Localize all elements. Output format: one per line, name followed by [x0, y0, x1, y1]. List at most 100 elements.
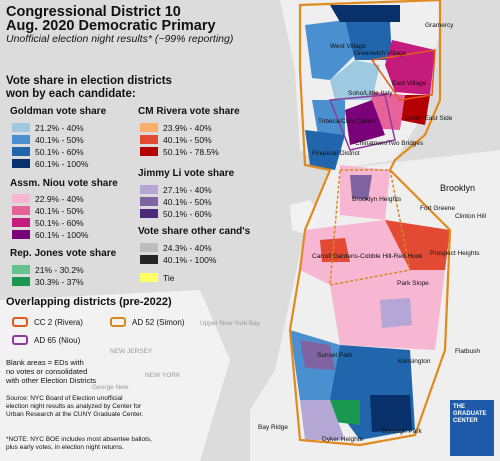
brooklyn-results [290, 165, 450, 440]
swatch [12, 135, 30, 144]
prospect-area [385, 220, 450, 270]
label-upper-ny-bay: Upper New York Bay [200, 320, 260, 327]
label-carroll: Carroll Gardens-Cobble Hill-Red Hook [312, 253, 423, 260]
carroll-red [320, 238, 350, 262]
li-legend-title: Jimmy Li vote share [138, 168, 235, 179]
rivera-legend-title: CM Rivera vote share [138, 106, 240, 117]
label-soho: Soho/Little Italy [348, 90, 393, 97]
sunset-purple [300, 340, 335, 370]
swatch [12, 230, 30, 239]
ad52-symbol [110, 317, 126, 327]
legend-heading-2: won by each candidate: [6, 88, 136, 100]
tie-legend-item: Tie [140, 272, 175, 283]
cc2-boundary [370, 49, 436, 101]
niou-legend-item: 50.1% - 60% [12, 217, 84, 228]
label-brooklyn: Brooklyn [440, 183, 476, 193]
east-village-area [385, 40, 435, 95]
swatch [12, 159, 30, 168]
goldman-legend-item: 21.2% - 40% [12, 122, 84, 133]
label-west-village: West Village [330, 43, 366, 50]
swatch [140, 273, 158, 282]
west-village-area [305, 20, 355, 80]
overlap-title: Overlapping districts (pre-2022) [6, 296, 172, 308]
goldman-legend-item: 40.1% - 50% [12, 134, 84, 145]
swatch [12, 123, 30, 132]
label-prospect: Prospect Heights [430, 250, 480, 257]
niou-legend-item: 60.1% - 100% [12, 229, 88, 240]
label-greenwich-village: Greenwich Village [354, 50, 407, 57]
label-dyker: Dyker Heights [322, 436, 363, 443]
label-bay-ridge: Bay Ridge [258, 424, 288, 431]
ad52-legend-item: AD 52 (Simon) [110, 316, 184, 328]
swatch [140, 243, 158, 252]
map-subtitle: Unofficial election night results* (~99%… [6, 33, 234, 45]
other-legend-title: Vote share other cand's [138, 226, 251, 237]
swatch [140, 123, 158, 132]
label-park-slope: Park Slope [397, 280, 429, 287]
label-flatbush: Flatbush [455, 348, 480, 355]
goldman-legend-title: Goldman vote share [10, 106, 107, 117]
jones-legend-item: 30.3% - 37% [12, 276, 84, 287]
swatch [140, 135, 158, 144]
label-financial: Financial District [312, 150, 360, 157]
li-legend-item: 40.1% - 50% [140, 196, 212, 207]
label-new-york: NEW YORK [145, 372, 181, 379]
bay-ridge-area [300, 400, 345, 440]
cc2-legend-item: CC 2 (Rivera) [12, 316, 83, 328]
footnote: *NOTE: NYC BOE includes most absentee ba… [6, 436, 152, 451]
swatch [12, 265, 30, 274]
label-kensington: Kensington [398, 358, 431, 365]
les-red-area [400, 95, 430, 125]
other-legend-item: 24.3% - 40% [140, 242, 212, 253]
soho-area [330, 60, 380, 100]
goldman-legend-item: 60.1% - 100% [12, 158, 88, 169]
chinatown-area [345, 100, 385, 145]
jones-legend-item: 21% - 30.2% [12, 264, 84, 275]
legend-heading: Vote share in election districts [6, 75, 172, 87]
ad65-boundary [328, 94, 396, 151]
swatch [140, 255, 158, 264]
swatch [140, 147, 158, 156]
financial-area [305, 130, 345, 170]
swatch [12, 147, 30, 156]
niou-legend-item: 40.1% - 50% [12, 205, 84, 216]
label-new-jersey: NEW JERSEY [110, 348, 153, 355]
swatch [12, 194, 30, 203]
label-chinatown: Chinatown/Two Bridges [355, 140, 424, 147]
map-title: Congressional District 10 [6, 4, 181, 20]
goldman-legend-item: 50.1% - 60% [12, 146, 84, 157]
swatch [140, 209, 158, 218]
niou-legend-item: 22.9% - 40% [12, 193, 84, 204]
park-slope-purple [380, 298, 412, 328]
source-note: Source: NYC Board of Election unofficial… [6, 395, 144, 418]
governors-island [290, 200, 320, 235]
swatch [12, 218, 30, 227]
tribeca-area [312, 100, 345, 135]
label-gramercy: Gramercy [425, 22, 454, 29]
label-east-village: East Village [392, 80, 427, 87]
label-sunset: Sunset Park [317, 352, 353, 359]
ad52-boundary [329, 169, 411, 286]
cd10-boundary [288, 0, 452, 447]
label-tribeca: Tribeca/Civic Center [318, 118, 377, 125]
green-area [330, 400, 360, 425]
label-clinton-hill: Clinton Hill [455, 213, 487, 220]
ad65-symbol [12, 335, 28, 345]
label-george: George New [92, 384, 129, 391]
label-lower-east-side: Lower East Side [405, 115, 453, 122]
other-legend-item: 40.1% - 100% [140, 254, 216, 265]
swatch [140, 197, 158, 206]
swatch [12, 206, 30, 215]
label-fort-greene: Fort Greene [420, 205, 456, 212]
ad65-legend-item: AD 65 (Niou) [12, 334, 80, 346]
blank-note: Blank areas = EDs with no votes or conso… [6, 358, 97, 385]
graduate-center-logo: THE GRADUATE CENTER [450, 400, 494, 456]
li-legend-item: 27.1% - 40% [140, 184, 212, 195]
carroll-area [300, 220, 410, 285]
swatch [140, 185, 158, 194]
map-title-line2: Aug. 2020 Democratic Primary [6, 18, 216, 34]
label-borough-park: Borough Park [382, 428, 422, 435]
swatch [12, 277, 30, 286]
jones-legend-title: Rep. Jones vote share [10, 248, 117, 259]
rivera-legend-item: 23.9% - 40% [140, 122, 212, 133]
